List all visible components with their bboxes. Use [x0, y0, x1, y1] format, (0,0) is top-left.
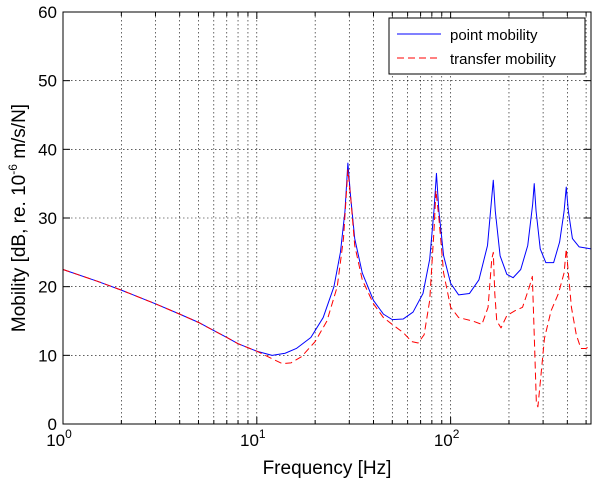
series-line-point-mobility — [62, 162, 592, 356]
y-tick-label: 50 — [38, 72, 57, 91]
series-line-transfer-mobility — [62, 169, 592, 408]
legend-label-point-mobility: point mobility — [450, 27, 538, 44]
x-tick-label-base: 10 — [240, 431, 259, 450]
x-tick-label-exponent: 0 — [65, 427, 72, 441]
x-tick-label: 102 — [434, 427, 460, 450]
x-tick-label-base: 10 — [46, 431, 65, 450]
y-axis-label-exponent: -6 — [6, 164, 20, 175]
y-axis-label-suffix: m/s/N] — [9, 104, 30, 164]
y-tick-label: 10 — [38, 346, 57, 365]
x-tick-label-base: 10 — [434, 431, 453, 450]
x-axis-label: Frequency [Hz] — [263, 458, 392, 479]
legend: point mobility transfer mobility — [388, 17, 586, 75]
x-tick-label: 100 — [46, 427, 72, 450]
y-axis-label-prefix: Mobility [dB, re. 10 — [9, 175, 30, 332]
axis-ticks — [62, 11, 591, 425]
x-tick-label-exponent: 2 — [453, 427, 460, 441]
y-tick-label: 60 — [38, 3, 57, 22]
legend-label-transfer-mobility: transfer mobility — [450, 51, 556, 68]
y-axis-label: Mobility [dB, re. 10-6 m/s/N] — [6, 104, 30, 332]
legend-box — [388, 17, 586, 75]
x-tick-label: 101 — [240, 427, 266, 450]
y-tick-label: 30 — [38, 209, 57, 228]
y-tick-label: 40 — [38, 140, 57, 159]
y-tick-label: 20 — [38, 278, 57, 297]
y-tick-label: 0 — [48, 415, 57, 434]
x-tick-label-exponent: 1 — [259, 427, 266, 441]
series-lines — [62, 162, 592, 408]
